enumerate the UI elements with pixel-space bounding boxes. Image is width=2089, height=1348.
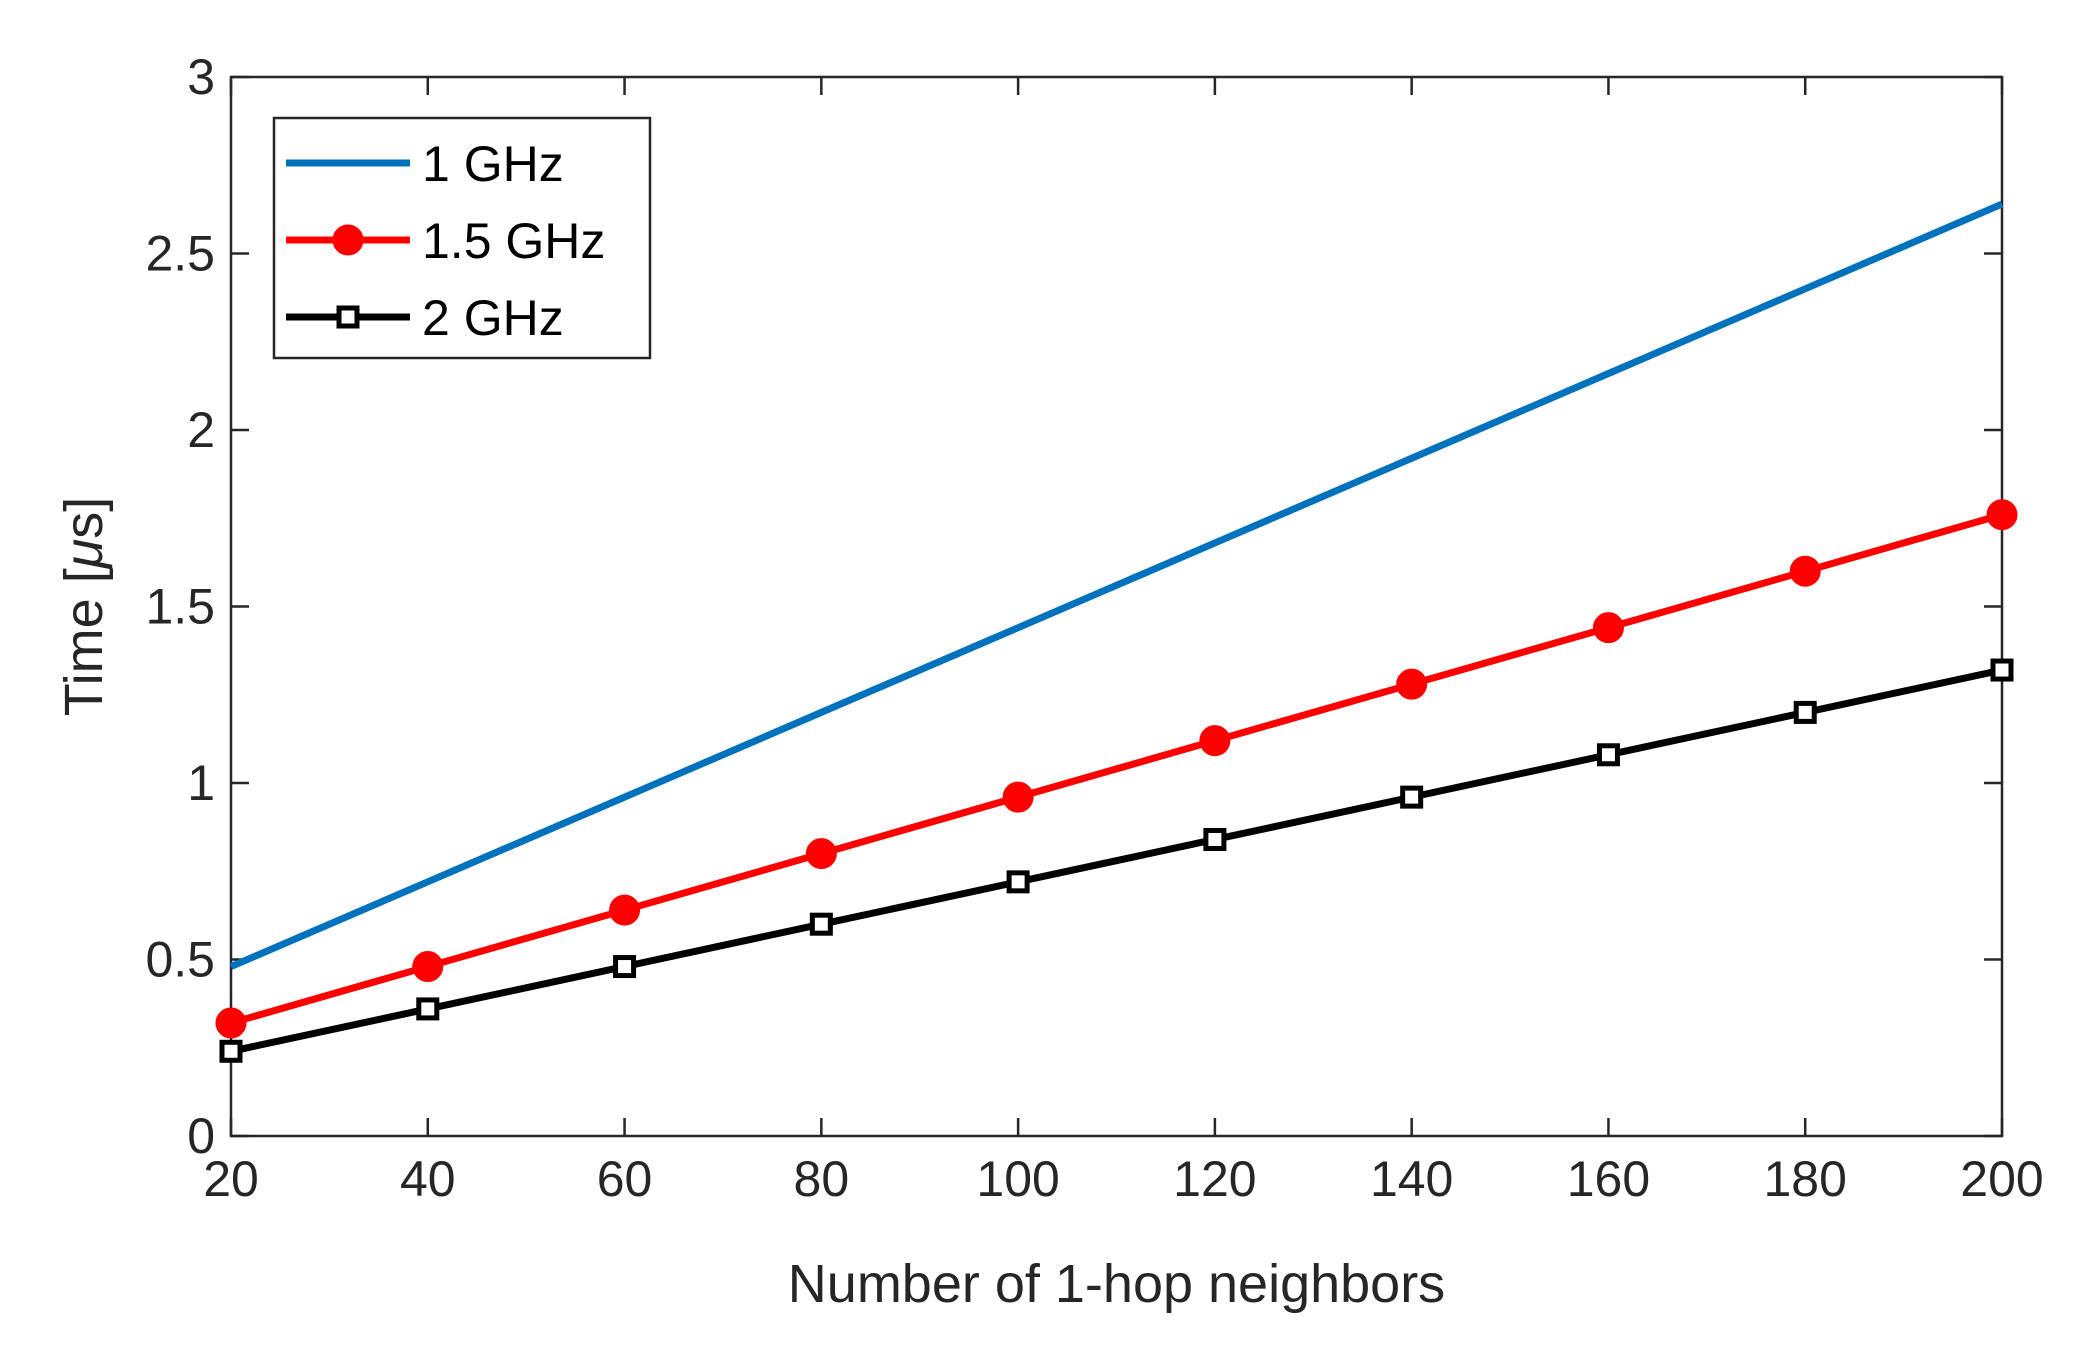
data-point	[1203, 827, 1227, 851]
x-tick-label: 120	[1173, 1151, 1256, 1207]
x-tick-label: 160	[1567, 1151, 1650, 1207]
data-point	[1396, 668, 1428, 700]
series-1-ghz	[229, 200, 2004, 970]
legend-swatch-marker	[336, 305, 360, 329]
y-tick-label: 0.5	[145, 932, 215, 988]
data-point	[219, 1039, 243, 1063]
y-axis-title-mu: μ	[54, 539, 114, 571]
x-tick-label: 140	[1370, 1151, 1453, 1207]
legend-entry: 2 GHz	[286, 290, 564, 346]
x-tick-label: 100	[976, 1151, 1059, 1207]
x-tick-label: 180	[1764, 1151, 1847, 1207]
data-point	[1789, 555, 1821, 587]
data-point	[1002, 781, 1034, 813]
series-line	[230, 666, 2003, 1055]
series-line	[229, 200, 2004, 970]
data-point	[1793, 700, 1817, 724]
legend-entry: 1.5 GHz	[286, 213, 605, 269]
data-point	[1990, 658, 2014, 682]
data-point	[613, 955, 637, 979]
series-line	[230, 511, 2003, 1027]
data-point	[1199, 725, 1231, 757]
data-point	[1986, 499, 2018, 531]
data-point	[1006, 870, 1030, 894]
x-tick-label: 200	[1960, 1151, 2043, 1207]
y-axis-title-prefix: Time [	[54, 568, 114, 716]
legend-label: 1 GHz	[422, 136, 564, 192]
y-tick-label: 1.5	[145, 579, 215, 635]
data-point	[809, 912, 833, 936]
series-2-ghz	[219, 658, 2014, 1063]
x-tick-label: 80	[794, 1151, 850, 1207]
data-point	[805, 838, 837, 870]
data-point	[1596, 743, 1620, 767]
y-tick-label: 2.5	[145, 226, 215, 282]
y-tick-label: 2	[187, 402, 215, 458]
data-point	[412, 951, 444, 983]
data-point	[1592, 612, 1624, 644]
y-axis-title-suffix: s]	[54, 497, 114, 539]
y-tick-label: 0	[187, 1108, 215, 1164]
legend-swatch-marker	[332, 224, 364, 256]
y-tick-label: 3	[187, 49, 215, 105]
x-axis-title: Number of 1-hop neighbors	[788, 1254, 1445, 1314]
data-point	[1400, 785, 1424, 809]
data-point	[609, 894, 641, 926]
series-1-5-ghz	[215, 499, 2018, 1039]
x-tick-label: 20	[203, 1151, 259, 1207]
legend-label: 1.5 GHz	[422, 213, 605, 269]
legend: 1 GHz 1.5 GHz 2 GHz	[272, 116, 652, 360]
legend-entry: 1 GHz	[286, 136, 564, 192]
data-point	[416, 997, 440, 1021]
legend-label: 2 GHz	[422, 290, 564, 346]
data-point	[215, 1007, 247, 1039]
y-axis-title: Time [μs]	[54, 497, 114, 717]
axes: 20 40 60 80 100 120 140 160 180 200 0 0.5 1 1.5 2 2.5 3	[145, 49, 2043, 1207]
x-tick-label: 40	[400, 1151, 456, 1207]
x-tick-label: 60	[597, 1151, 653, 1207]
data-series	[215, 200, 2018, 1063]
y-tick-label: 1	[187, 755, 215, 811]
